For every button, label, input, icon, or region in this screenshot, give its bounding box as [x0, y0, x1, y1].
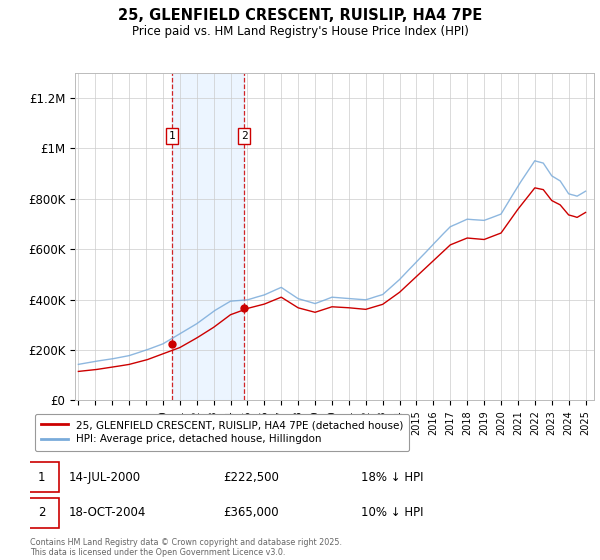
Text: 18% ↓ HPI: 18% ↓ HPI — [361, 471, 424, 484]
Text: 1: 1 — [169, 131, 175, 141]
Text: 18-OCT-2004: 18-OCT-2004 — [68, 506, 146, 519]
Text: £222,500: £222,500 — [223, 471, 279, 484]
Text: 10% ↓ HPI: 10% ↓ HPI — [361, 506, 424, 519]
Bar — [172, 73, 244, 400]
Text: Contains HM Land Registry data © Crown copyright and database right 2025.
This d: Contains HM Land Registry data © Crown c… — [30, 538, 342, 557]
Text: 1: 1 — [38, 471, 46, 484]
FancyBboxPatch shape — [25, 498, 59, 528]
Text: 2: 2 — [38, 506, 46, 519]
FancyBboxPatch shape — [25, 462, 59, 492]
Text: 25, GLENFIELD CRESCENT, RUISLIP, HA4 7PE: 25, GLENFIELD CRESCENT, RUISLIP, HA4 7PE — [118, 8, 482, 24]
Text: 14-JUL-2000: 14-JUL-2000 — [68, 471, 141, 484]
Text: 2: 2 — [241, 131, 247, 141]
Text: £365,000: £365,000 — [223, 506, 279, 519]
Text: Price paid vs. HM Land Registry's House Price Index (HPI): Price paid vs. HM Land Registry's House … — [131, 25, 469, 38]
Legend: 25, GLENFIELD CRESCENT, RUISLIP, HA4 7PE (detached house), HPI: Average price, d: 25, GLENFIELD CRESCENT, RUISLIP, HA4 7PE… — [35, 414, 409, 451]
